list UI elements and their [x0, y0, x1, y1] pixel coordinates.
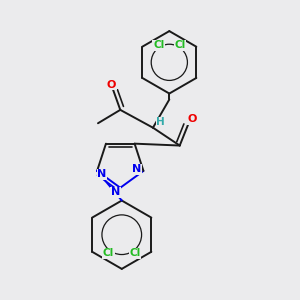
Text: O: O	[188, 114, 197, 124]
Text: N: N	[132, 164, 142, 174]
Text: H: H	[156, 117, 165, 128]
Text: O: O	[107, 80, 116, 90]
Text: Cl: Cl	[153, 40, 164, 50]
Text: Cl: Cl	[174, 40, 186, 50]
Text: Cl: Cl	[129, 248, 141, 258]
Text: Cl: Cl	[103, 248, 114, 258]
Text: N: N	[97, 169, 106, 179]
Text: N: N	[111, 187, 120, 197]
